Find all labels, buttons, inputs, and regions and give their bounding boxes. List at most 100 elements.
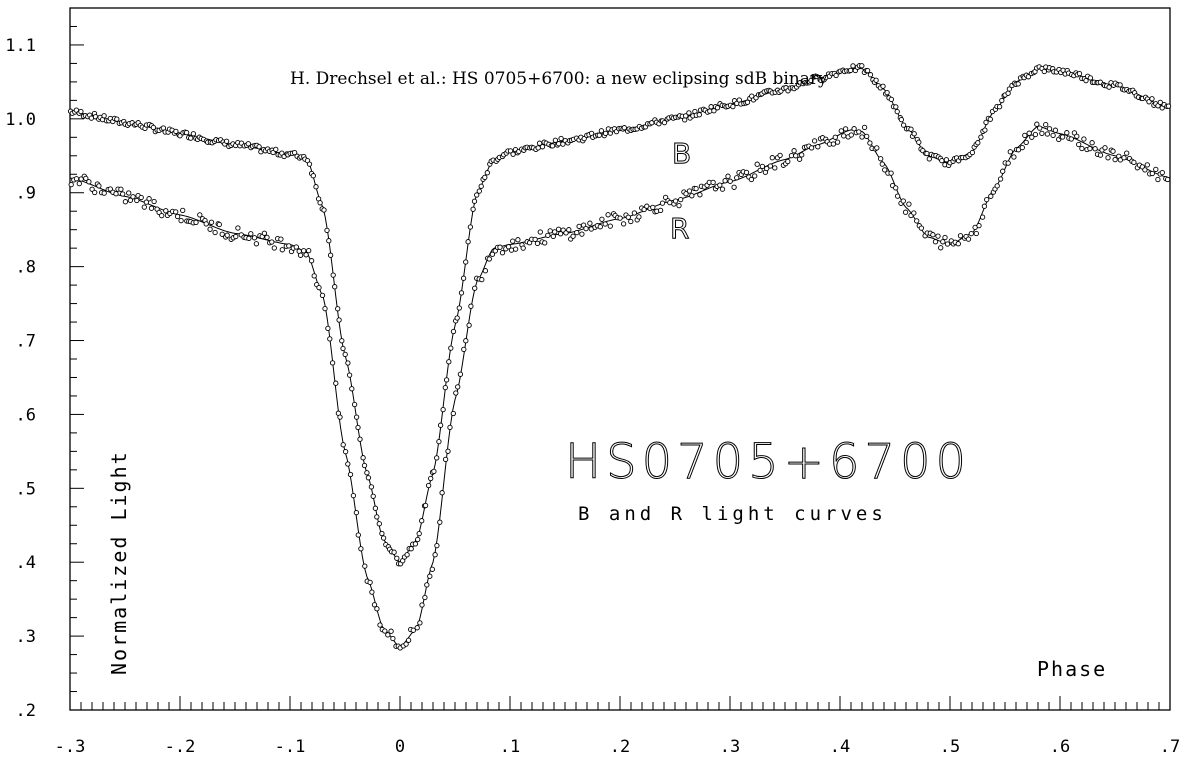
data-point-b	[357, 436, 363, 442]
data-point-r	[693, 185, 699, 192]
data-point-r	[973, 230, 979, 237]
data-point-r	[342, 448, 349, 455]
data-point-r	[1023, 139, 1029, 146]
data-point-r	[1015, 147, 1022, 153]
data-point-r	[301, 248, 307, 254]
data-point-r	[861, 124, 868, 131]
data-point-b	[975, 140, 981, 146]
data-point-r	[918, 225, 925, 231]
data-point-r	[984, 196, 990, 203]
data-point-r	[319, 292, 326, 299]
data-point-b	[415, 536, 421, 543]
data-point-r	[1112, 156, 1118, 163]
data-point-b	[364, 470, 370, 476]
data-point-b	[335, 306, 341, 312]
data-point-r	[353, 509, 360, 516]
data-point-r	[515, 237, 521, 243]
data-point-r	[437, 519, 443, 525]
data-point-r	[697, 192, 703, 198]
data-point-r	[628, 218, 634, 225]
data-point-r	[727, 178, 733, 184]
data-point-b	[926, 156, 932, 162]
data-point-r	[1076, 141, 1082, 148]
data-point-r	[76, 180, 82, 187]
data-point-b	[372, 505, 379, 511]
data-point-r	[146, 196, 152, 202]
data-point-r	[867, 140, 873, 146]
data-point-r	[126, 190, 132, 196]
data-point-r	[625, 214, 631, 220]
data-point-r	[325, 325, 331, 332]
data-point-r	[874, 145, 880, 151]
data-point-b	[463, 259, 469, 265]
data-point-b	[1015, 81, 1021, 87]
chart-title: HS0705+6700	[565, 434, 971, 490]
data-point-r	[278, 236, 284, 242]
data-point-b	[73, 107, 80, 113]
data-point-r	[355, 532, 361, 538]
data-point-r	[719, 186, 726, 192]
data-point-r	[570, 233, 576, 239]
data-point-r	[848, 132, 854, 138]
data-point-b	[332, 284, 338, 290]
data-point-r	[482, 268, 489, 274]
data-point-r	[935, 233, 941, 239]
data-point-r	[369, 589, 375, 595]
data-point-r	[207, 226, 213, 232]
data-point-r	[686, 188, 693, 194]
data-point-b	[847, 67, 854, 74]
data-point-r	[1037, 125, 1043, 131]
data-point-r	[725, 173, 731, 179]
data-point-b	[443, 377, 450, 383]
data-point-r	[486, 256, 492, 262]
data-point-b	[360, 455, 366, 461]
data-point-r	[468, 303, 474, 309]
data-point-r	[246, 235, 252, 242]
data-point-b	[355, 424, 361, 431]
data-point-b	[894, 108, 900, 115]
data-point-r	[557, 231, 564, 237]
data-point-r	[552, 229, 558, 235]
data-point-b	[370, 493, 376, 499]
data-point-r	[1007, 149, 1013, 155]
data-point-r	[894, 193, 901, 199]
data-point-b	[428, 475, 434, 482]
data-point-r	[550, 233, 556, 240]
data-point-r	[1105, 155, 1111, 161]
data-point-b	[342, 351, 348, 358]
data-point-r	[545, 232, 551, 239]
data-point-b	[833, 72, 839, 79]
data-point-r	[785, 158, 791, 165]
fitted-curves	[69, 68, 1171, 648]
data-point-r	[374, 606, 380, 612]
data-point-b	[310, 173, 316, 179]
data-point-b	[686, 110, 692, 116]
data-point-r	[882, 167, 888, 173]
data-point-r	[520, 245, 526, 251]
data-point-b	[474, 192, 480, 198]
data-point-r	[113, 191, 119, 197]
data-point-r	[410, 627, 416, 633]
y-tick-label: .4	[16, 553, 36, 573]
data-point-r	[777, 152, 783, 159]
data-point-b	[173, 128, 179, 135]
data-point-b	[380, 535, 387, 541]
data-point-r	[173, 209, 179, 215]
data-point-r	[1039, 130, 1045, 137]
data-point-b	[412, 541, 419, 547]
data-point-r	[1000, 168, 1006, 174]
data-point-r	[597, 224, 603, 230]
data-point-b	[379, 530, 385, 537]
data-point-r	[337, 414, 343, 420]
data-point-b	[924, 150, 930, 157]
data-point-r	[297, 252, 304, 258]
data-point-r	[432, 552, 438, 558]
data-point-b	[1083, 77, 1089, 84]
data-point-r	[752, 173, 758, 179]
data-point-b	[223, 138, 230, 144]
data-point-r	[1050, 132, 1056, 139]
data-point-b	[859, 63, 865, 69]
x-axis-label: Phase	[1037, 657, 1107, 681]
data-point-r	[678, 196, 684, 203]
x-tick-label: .2	[610, 737, 630, 757]
